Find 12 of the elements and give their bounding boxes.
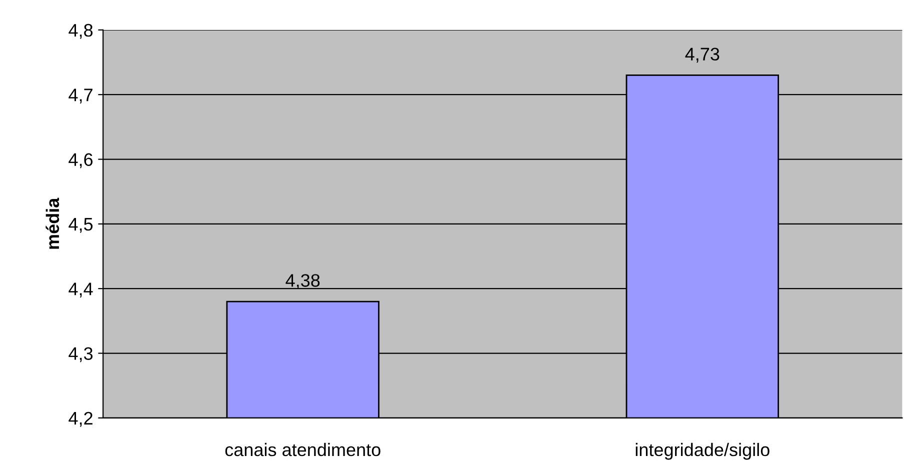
y-tick-label: 4,7 [68, 88, 92, 104]
y-tick-label: 4,8 [68, 24, 93, 39]
y-tick-label: 4,6 [68, 153, 93, 168]
x-tick-label: integridade/sigilo [636, 442, 770, 460]
data-label: 4,38 [286, 274, 320, 289]
y-tick-label: 4,3 [68, 347, 93, 362]
data-label: 4,73 [685, 48, 720, 63]
x-tick-label: canais atendimento [225, 442, 380, 456]
y-tick-label: 4,5 [68, 218, 93, 233]
y-tick-label: 4,4 [68, 282, 93, 298]
y-tick-label: 4,2 [68, 412, 92, 427]
y-axis-title: média [46, 198, 60, 249]
